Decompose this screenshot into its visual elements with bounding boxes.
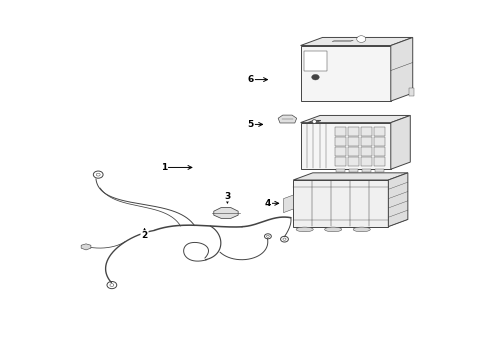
Polygon shape (278, 115, 296, 123)
Text: 4: 4 (264, 199, 270, 208)
Bar (360, 137, 371, 146)
Bar (347, 137, 358, 146)
Text: 1: 1 (161, 163, 167, 172)
Bar (373, 147, 385, 156)
Circle shape (356, 36, 365, 42)
Polygon shape (331, 40, 353, 41)
Bar (373, 137, 385, 146)
Circle shape (96, 173, 100, 176)
Polygon shape (300, 45, 390, 101)
Circle shape (110, 284, 114, 287)
Polygon shape (300, 37, 412, 45)
Bar (362, 169, 370, 172)
Polygon shape (213, 208, 238, 219)
Bar (360, 147, 371, 156)
Ellipse shape (352, 227, 369, 232)
Bar (334, 127, 346, 136)
Bar (347, 157, 358, 166)
Polygon shape (293, 173, 407, 180)
Polygon shape (300, 116, 409, 123)
Bar (334, 147, 346, 156)
Bar (408, 88, 413, 96)
Bar (334, 137, 346, 146)
Bar (304, 51, 326, 71)
Text: 5: 5 (247, 120, 253, 129)
Bar (360, 127, 371, 136)
Circle shape (311, 75, 319, 80)
Text: 3: 3 (224, 192, 230, 201)
Bar (347, 147, 358, 156)
Ellipse shape (324, 227, 341, 232)
Bar (373, 127, 385, 136)
Bar (335, 169, 344, 172)
Bar (375, 169, 383, 172)
Bar (373, 157, 385, 166)
Bar (360, 157, 371, 166)
Polygon shape (293, 180, 387, 226)
Polygon shape (283, 195, 293, 213)
Polygon shape (387, 173, 407, 226)
Polygon shape (307, 121, 320, 123)
Circle shape (266, 235, 269, 237)
Polygon shape (81, 244, 91, 250)
Bar (347, 127, 358, 136)
Text: 6: 6 (247, 75, 253, 84)
Ellipse shape (311, 120, 316, 123)
Text: 2: 2 (141, 231, 147, 240)
Polygon shape (300, 123, 390, 169)
Circle shape (283, 238, 285, 240)
Ellipse shape (296, 227, 313, 232)
Polygon shape (390, 116, 409, 169)
Polygon shape (390, 37, 412, 101)
Bar (334, 157, 346, 166)
Bar (348, 169, 357, 172)
